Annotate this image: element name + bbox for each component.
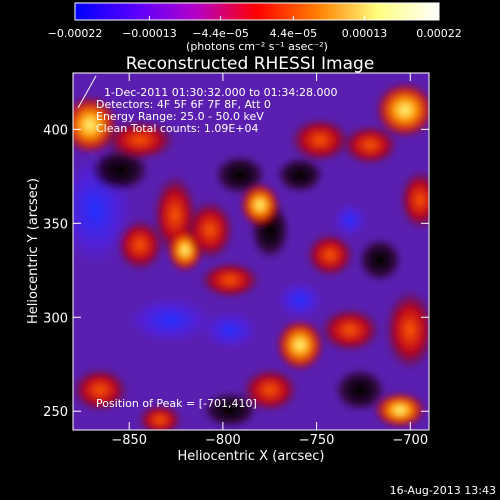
plot-frame xyxy=(72,72,430,431)
y-tick-label: 250 xyxy=(43,405,68,420)
annotation-time-range: 1-Dec-2011 01:30:32.000 to 01:34:28.000 xyxy=(104,86,338,99)
y-tick-label: 300 xyxy=(43,311,68,326)
blob xyxy=(200,262,260,298)
colorbar-tick-label: −0.00022 xyxy=(48,27,103,40)
colorbar-gradient xyxy=(74,2,440,21)
y-axis-title: Heliocentric Y (arcsec) xyxy=(26,178,41,324)
annotation-detectors: Detectors: 4F 5F 6F 7F 8F, Att 0 xyxy=(96,98,271,111)
blob xyxy=(138,404,182,430)
peak-indicator-line xyxy=(77,75,97,109)
blob xyxy=(240,183,280,227)
x-tick-label: −800 xyxy=(205,433,241,448)
blob xyxy=(200,310,260,350)
colorbar-ticks: −0.00022 −0.00013 −4.4e−05 4.4e−05 0.00013 0.… xyxy=(48,16,462,40)
x-tick-label: −850 xyxy=(111,433,147,448)
peak-position-label: Position of Peak = [-701,410] xyxy=(96,397,257,410)
blob xyxy=(306,233,354,277)
y-axis-ticks: 250 300 350 400 xyxy=(43,123,429,420)
x-tick-label: −750 xyxy=(299,433,335,448)
blob xyxy=(276,157,324,193)
colorbar-tick-label: −0.00013 xyxy=(122,27,177,40)
annotation-clean-counts: Clean Total counts: 1.09E+04 xyxy=(96,122,259,135)
blob xyxy=(400,170,429,230)
blob xyxy=(186,200,234,260)
blob xyxy=(276,319,324,371)
colorbar: −0.00022 −0.00013 −4.4e−05 4.4e−05 0.00013 0.… xyxy=(48,2,462,53)
blob xyxy=(374,392,426,428)
colorbar-unit-label: (photons cm⁻² s⁻¹ asec⁻²) xyxy=(186,40,328,53)
blob xyxy=(332,202,368,238)
info-annotations: 1-Dec-2011 01:30:32.000 to 01:34:28.000 … xyxy=(96,86,338,410)
colorbar-tick-label: 4.4e−05 xyxy=(270,27,317,40)
blob xyxy=(202,392,258,428)
x-axis-title: Heliocentric X (arcsec) xyxy=(178,449,325,464)
heatmap-image xyxy=(73,73,429,430)
blob xyxy=(242,368,298,412)
blob xyxy=(375,82,429,138)
blob xyxy=(342,125,398,165)
colorbar-tick-label: 0.00013 xyxy=(342,27,388,40)
x-tick-label: −700 xyxy=(392,433,428,448)
timestamp: 16-Aug-2013 13:43 xyxy=(390,484,496,497)
chart-title: Reconstructed RHESSI Image xyxy=(126,54,375,74)
blob xyxy=(73,368,128,412)
blob xyxy=(275,280,325,320)
blob xyxy=(125,295,215,345)
y-tick-label: 350 xyxy=(43,217,68,232)
blob xyxy=(358,238,402,282)
blob xyxy=(105,120,175,160)
colorbar-tick-label: −4.4e−05 xyxy=(192,27,249,40)
emission-pattern xyxy=(73,82,429,430)
blob xyxy=(320,308,380,352)
annotation-energy-range: Energy Range: 25.0 - 50.0 keV xyxy=(96,110,264,123)
blob xyxy=(116,219,164,271)
blob xyxy=(290,118,350,162)
blob xyxy=(334,368,386,412)
blob xyxy=(385,290,429,370)
y-tick-label: 400 xyxy=(43,123,68,138)
colorbar-tick-label: 0.00022 xyxy=(416,27,462,40)
x-axis-ticks: −850 −800 −750 −700 xyxy=(111,73,428,448)
